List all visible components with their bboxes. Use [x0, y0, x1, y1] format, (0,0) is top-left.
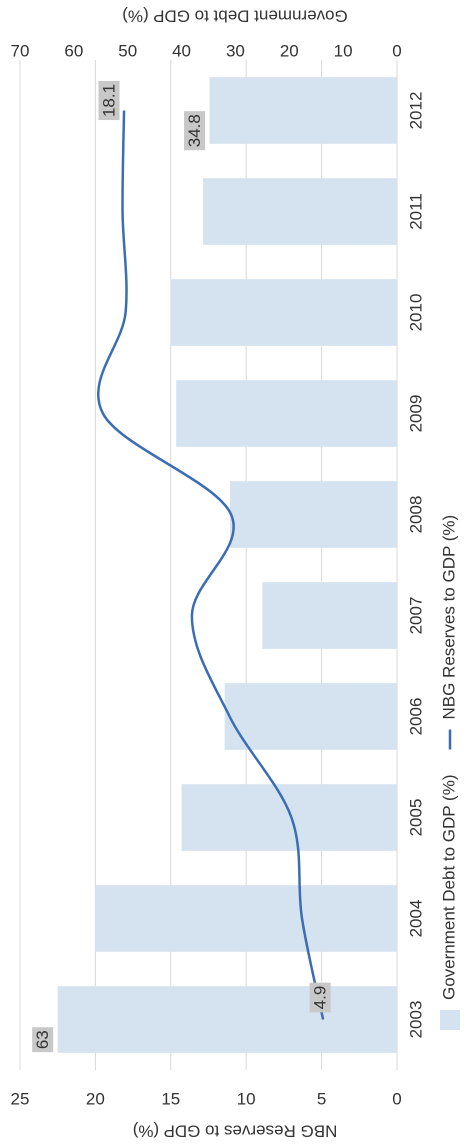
y2-tick-label: 10	[334, 41, 353, 60]
data-label: 4.9	[311, 986, 330, 1010]
y2-axis-title: Government Debt to GDP (%)	[122, 7, 348, 26]
x-tick-label: 2011	[406, 193, 425, 230]
bar	[262, 582, 397, 649]
legend-label: NBG Reserves to GDP (%)	[439, 515, 458, 720]
data-label: 34.8	[185, 114, 204, 147]
y-tick-label: 20	[86, 1089, 105, 1108]
y-tick-label: 5	[317, 1089, 326, 1108]
bar	[203, 178, 397, 245]
y2-tick-label: 0	[392, 41, 401, 60]
y2-tick-label: 40	[172, 41, 191, 60]
data-label-bg	[184, 111, 206, 151]
rotated-frame: 0 5 10 15 20 25 0 10 20 30 40 50 60 70 NBG Reserves to…	[11, 7, 460, 1141]
y-tick-label: 25	[11, 1089, 30, 1108]
x-tick-label: 2004	[406, 900, 425, 938]
legend-label: Government Debt to GDP (%)	[439, 775, 458, 1001]
bar	[230, 481, 397, 548]
data-label: 18.1	[100, 84, 119, 117]
x-tick-label: 2009	[406, 395, 425, 433]
y-axis-title: NBG Reserves to GDP (%)	[133, 1122, 338, 1141]
x-tick-label: 2012	[406, 92, 425, 130]
bar	[57, 986, 397, 1053]
y2-tick-label: 70	[11, 41, 30, 60]
bar	[224, 683, 397, 750]
bar	[95, 885, 398, 952]
y-tick-label: 0	[392, 1089, 401, 1108]
data-label-bg	[98, 80, 120, 121]
legend-swatch	[440, 1010, 460, 1030]
bar	[181, 784, 397, 851]
x-tick-label: 2008	[406, 496, 425, 534]
y2-tick-label: 60	[64, 41, 83, 60]
y-tick-label: 10	[237, 1089, 256, 1108]
y2-tick-label: 20	[280, 41, 299, 60]
y2-tick-label: 30	[226, 41, 245, 60]
x-tick-label: 2003	[406, 1001, 425, 1039]
bar	[209, 77, 397, 144]
bar	[176, 380, 397, 447]
x-tick-label: 2006	[406, 698, 425, 736]
x-tick-label: 2010	[406, 294, 425, 332]
x-tick-label: 2007	[406, 597, 425, 635]
y2-tick-label: 50	[118, 41, 137, 60]
data-label: 63	[33, 1030, 52, 1049]
y-tick-label: 15	[161, 1089, 180, 1108]
bar	[170, 279, 397, 346]
line	[97, 110, 325, 1020]
data-label-bg	[32, 1027, 54, 1053]
data-label-bg	[309, 982, 331, 1013]
x-tick-label: 2005	[406, 799, 425, 837]
